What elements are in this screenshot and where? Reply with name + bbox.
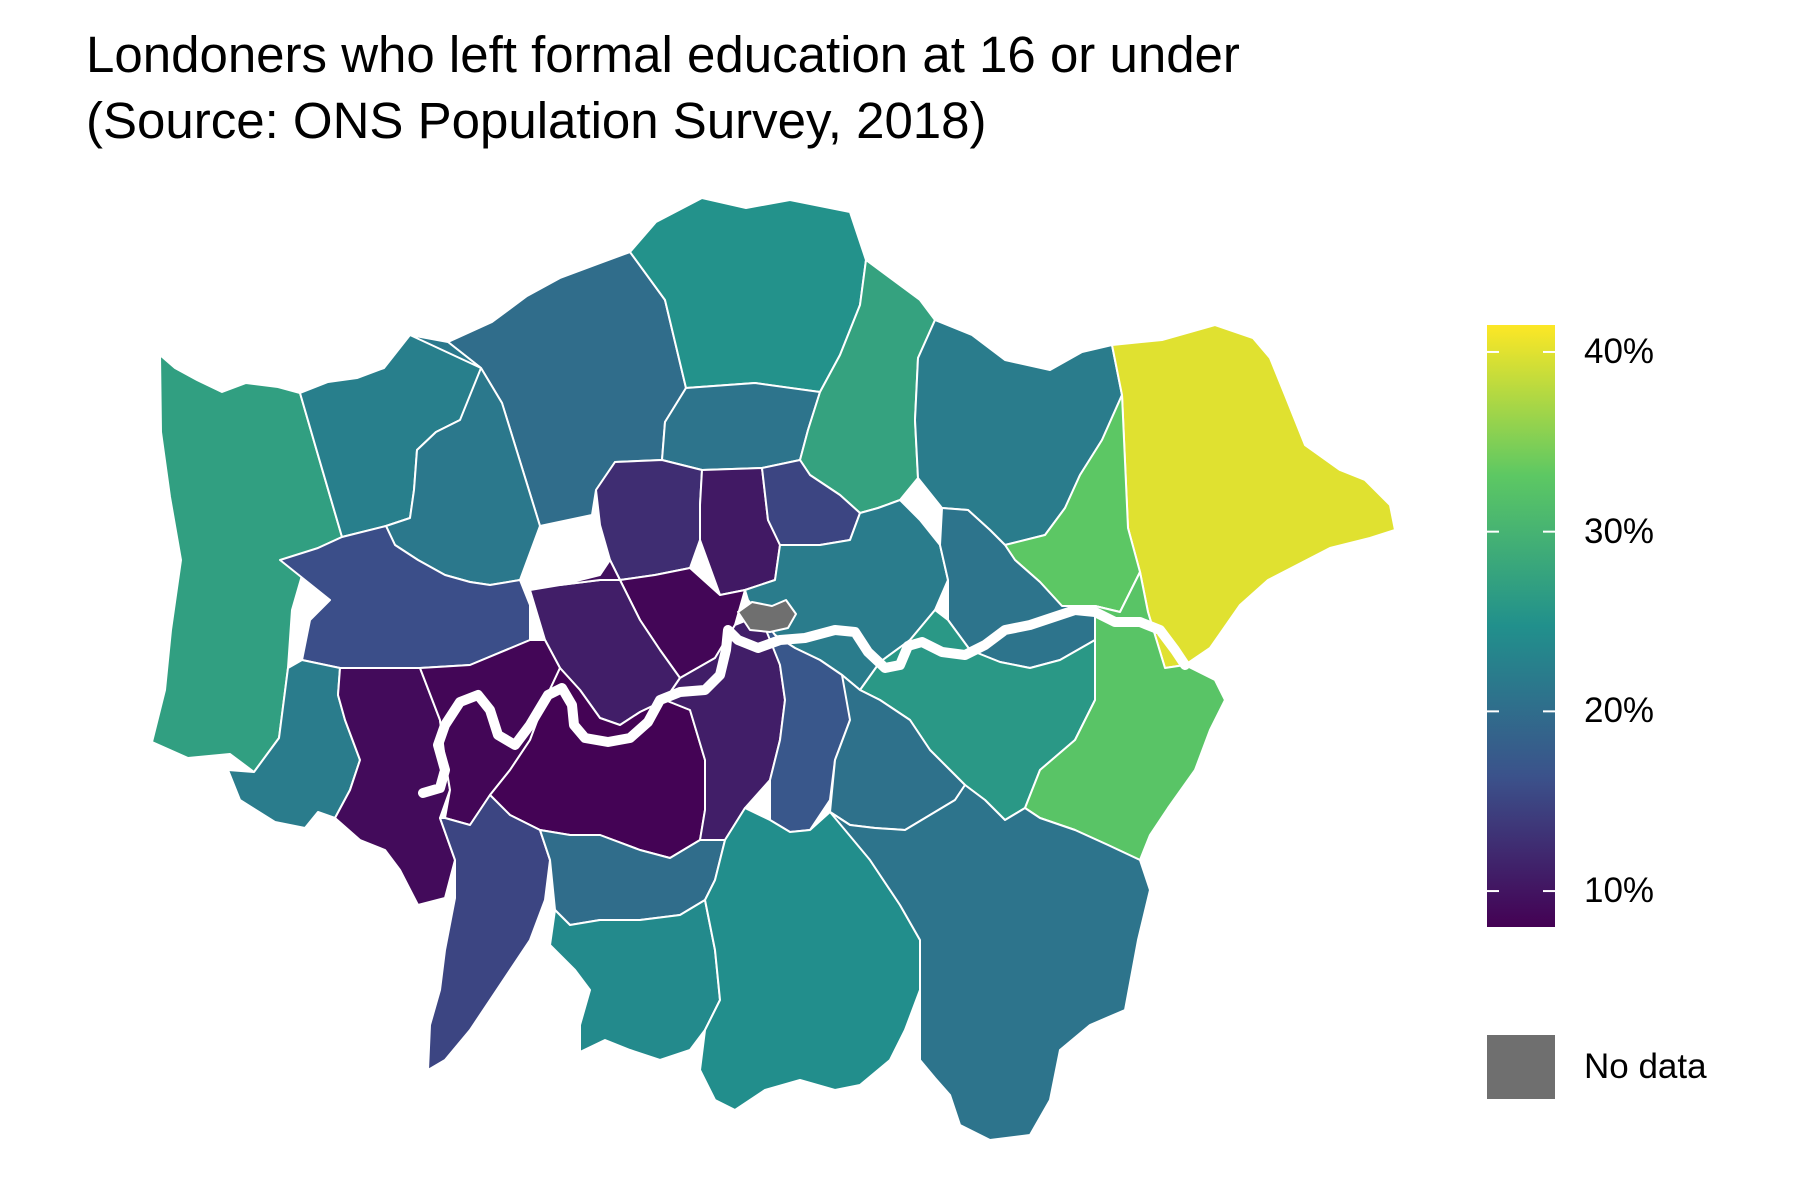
area-far-east xyxy=(1111,324,1396,669)
area-city-no-data xyxy=(737,599,797,633)
legend-tick-label-20: 20% xyxy=(1584,691,1655,731)
legend xyxy=(1487,325,1555,927)
area-south-outer-2 xyxy=(699,807,921,1111)
map-areas xyxy=(151,197,1396,1141)
legend-ticks xyxy=(1487,350,1555,893)
area-south-outer-west xyxy=(427,794,551,1071)
area-north-inner xyxy=(661,382,821,471)
legend-tick-label-30: 30% xyxy=(1584,511,1655,551)
chart-title-line-2: (Source: ONS Population Survey, 2018) xyxy=(86,92,987,149)
area-central-west-2 xyxy=(559,559,621,586)
area-south-central-3 xyxy=(759,614,861,833)
area-northwest-outer xyxy=(151,354,343,773)
no-data-swatch xyxy=(1487,1035,1555,1099)
area-south-outer xyxy=(549,899,721,1061)
legend-tick-label-10: 10% xyxy=(1584,871,1655,911)
chart-title: Londoners who left formal education at 1… xyxy=(86,22,1240,154)
area-south-east-outer xyxy=(829,784,1151,1141)
river-thames xyxy=(418,605,1190,798)
no-data-label: No data xyxy=(1584,1047,1707,1086)
area-central-north xyxy=(595,459,703,581)
chart-title-line-1: Londoners who left formal education at 1… xyxy=(86,26,1240,83)
legend-colorbar xyxy=(1487,325,1555,927)
legend-tick-label-40: 40% xyxy=(1584,331,1655,371)
